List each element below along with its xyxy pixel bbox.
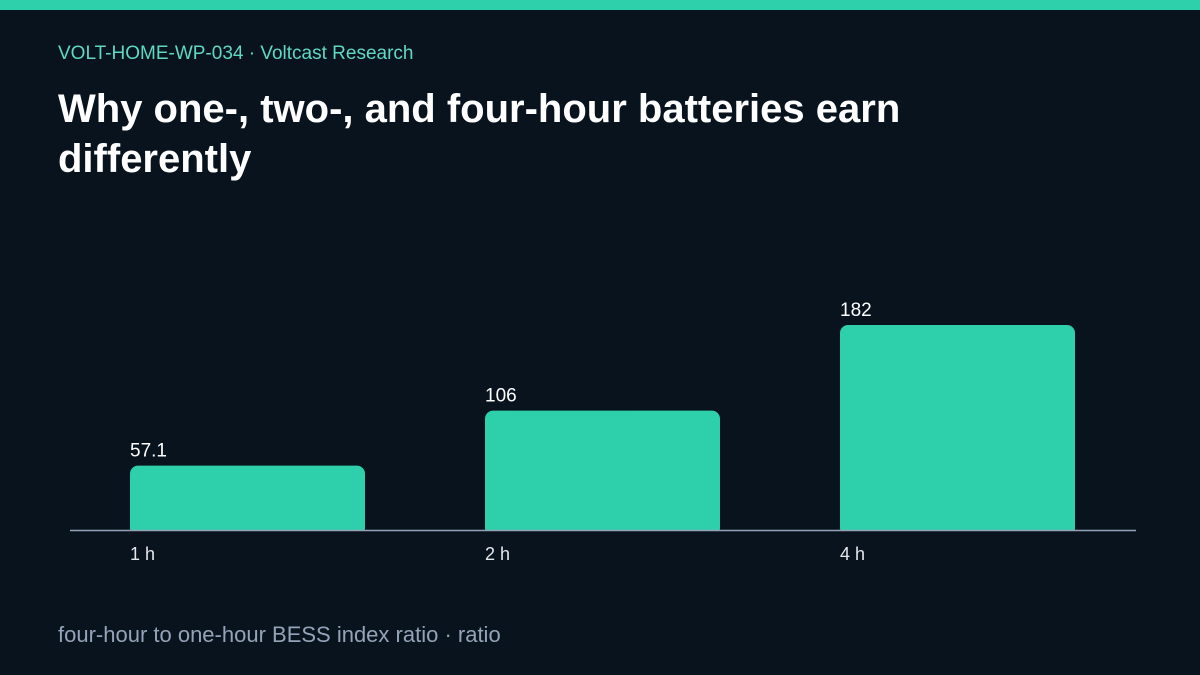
category-label-1: 2 h — [485, 544, 510, 564]
category-label-2: 4 h — [840, 544, 865, 564]
top-accent-bar — [0, 0, 1200, 10]
bar-1 — [485, 410, 720, 536]
bar-2 — [840, 325, 1075, 536]
value-label-2: 182 — [840, 300, 872, 321]
baseline-mask — [70, 531, 1136, 539]
value-label-0: 57.1 — [130, 441, 167, 462]
category-label-0: 1 h — [130, 544, 155, 564]
value-label-1: 106 — [485, 386, 517, 407]
report-source-line: VOLT-HOME-WP-034 · Voltcast Research — [58, 43, 414, 64]
chart-title: Why one-, two-, and four-hour batteries … — [58, 87, 901, 181]
bar-0 — [130, 465, 365, 536]
chart-caption: four-hour to one-hour BESS index ratio ·… — [58, 622, 501, 647]
